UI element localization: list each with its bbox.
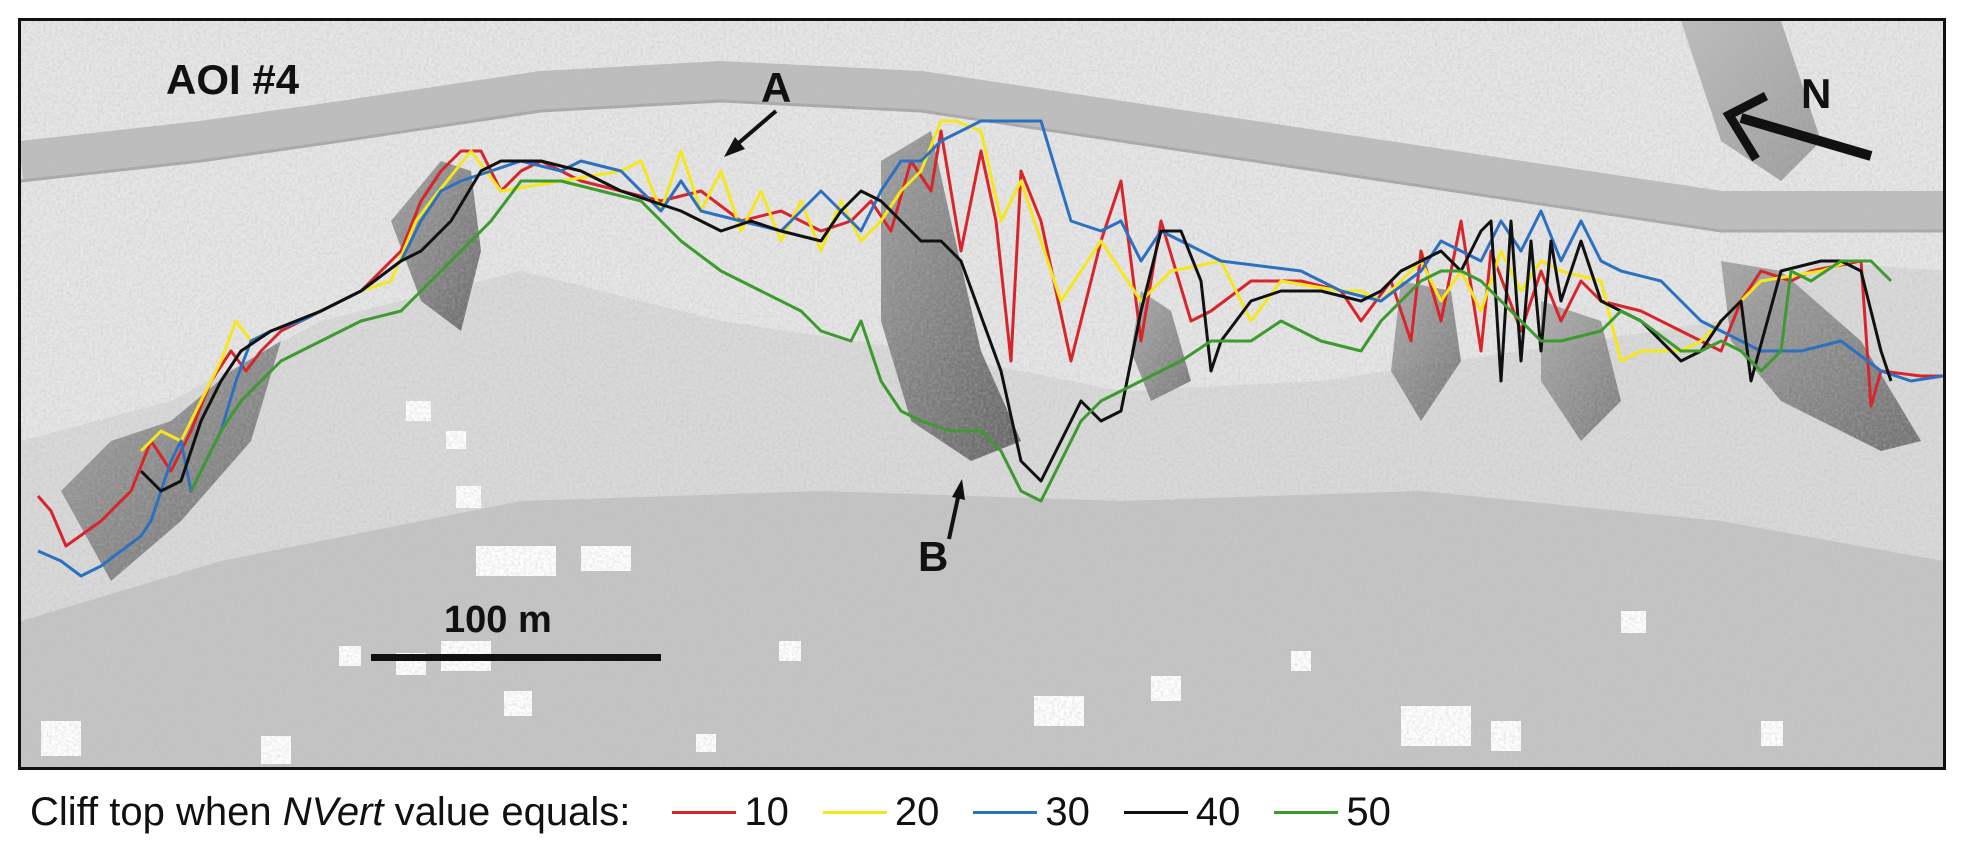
legend-label: 30 [1045,789,1090,834]
north-arrow-icon [1722,91,1873,162]
cliff-top-line-nvert-40 [139,159,1893,493]
cliff-top-line-nvert-30 [37,119,1943,578]
callout-arrow-a-icon [724,109,778,157]
legend-swatch [1274,810,1339,814]
legend: Cliff top when NVert value equals: 10 20… [30,782,1425,842]
callout-label-b: B [918,533,949,580]
legend-item-20: 20 [822,789,940,835]
legend-caption-suffix: value equals: [383,789,631,834]
scale-label: 100 m [444,599,552,641]
legend-caption: Cliff top when NVert value equals: [30,790,630,835]
map-title: AOI #4 [166,56,300,103]
legend-item-40: 40 [1123,789,1241,835]
legend-swatch [1123,810,1188,814]
legend-label: 10 [744,789,789,834]
legend-label: 40 [1195,789,1241,834]
legend-caption-prefix: Cliff top when [30,789,283,834]
callout-label-a: A [761,64,792,111]
legend-item-30: 30 [973,790,1090,835]
map-canvas [21,21,1943,767]
hillshade-texture [21,21,1943,767]
scale-bar [371,654,661,661]
legend-item-50: 50 [1274,790,1391,835]
legend-label: 20 [894,789,940,834]
north-label: N [1801,70,1832,117]
legend-swatch [973,810,1038,814]
legend-item-10: 10 [672,790,789,835]
legend-swatch [822,810,887,814]
hillshade-map: AOI #4 N A B 100 m [18,18,1946,770]
legend-label: 50 [1346,789,1391,834]
legend-caption-nvert: NVert [282,789,384,834]
callout-arrow-b-icon [947,479,965,540]
legend-swatch [672,810,737,814]
cliff-top-line-nvert-50 [189,179,1893,503]
